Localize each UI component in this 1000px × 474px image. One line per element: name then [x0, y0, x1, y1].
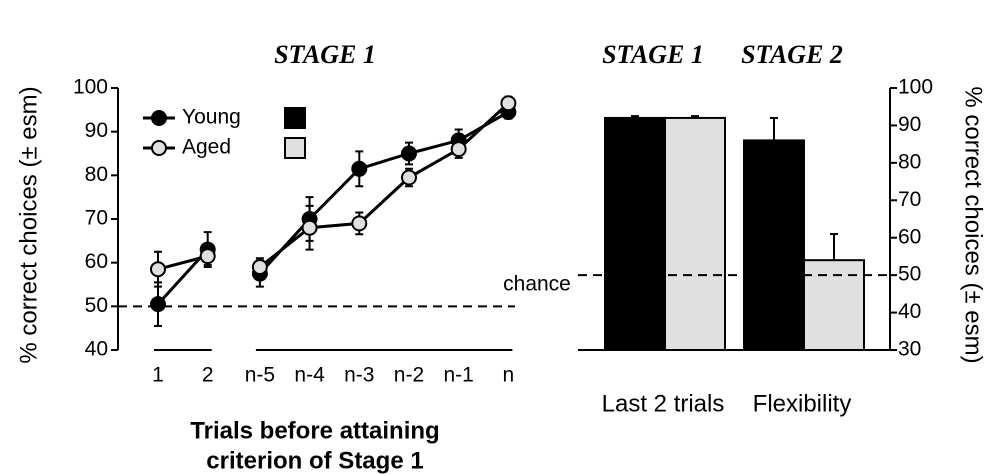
- marker: [450, 141, 467, 158]
- y-tick-label: 50: [898, 263, 921, 286]
- y-tick-label: 50: [85, 294, 108, 317]
- x-tick-label: Flexibility: [753, 390, 852, 417]
- marker: [351, 215, 368, 232]
- annotation: chance: [503, 273, 571, 296]
- x-axis-label: Trials before attaining: [190, 417, 439, 444]
- y-tick-label: 90: [898, 113, 921, 136]
- marker: [150, 261, 166, 278]
- y-axis-label: % correct choices (± esm): [960, 86, 987, 363]
- error-bar: [830, 232, 838, 261]
- y-tick-label: 30: [898, 338, 921, 361]
- marker: [301, 219, 318, 236]
- category-title: STAGE 2: [741, 40, 843, 69]
- legend-swatch: [284, 107, 306, 129]
- y-tick-label: 100: [898, 76, 933, 99]
- bar: [604, 116, 666, 351]
- x-tick-label: Last 2 trials: [602, 390, 725, 417]
- x-tick-label: 1: [152, 364, 164, 387]
- x-tick-label: 2: [202, 364, 214, 387]
- marker: [150, 296, 166, 313]
- x-tick-label: n-4: [294, 364, 325, 387]
- x-tick-label: n-3: [344, 364, 374, 387]
- category-title: STAGE 1: [602, 40, 704, 69]
- y-tick-label: 100: [73, 76, 108, 99]
- y-tick-label: 60: [898, 225, 921, 248]
- bar: [743, 139, 805, 351]
- legend-label: Aged: [182, 136, 231, 159]
- x-tick-label: n: [503, 364, 515, 387]
- legend-label: Young: [182, 106, 241, 129]
- y-tick-label: 70: [85, 207, 108, 230]
- x-axis-label: criterion of Stage 1: [206, 447, 423, 474]
- legend-marker: [151, 110, 167, 126]
- y-tick-label: 80: [898, 150, 921, 173]
- legend-marker: [151, 140, 167, 156]
- marker: [351, 160, 368, 177]
- y-tick-label: 70: [898, 188, 921, 211]
- marker: [400, 169, 417, 186]
- chart-title: STAGE 1: [274, 40, 376, 69]
- y-tick-label: 40: [85, 338, 108, 361]
- x-tick-label: n-5: [245, 364, 275, 387]
- marker: [251, 259, 268, 276]
- marker: [199, 248, 216, 265]
- y-tick-label: 90: [85, 119, 108, 142]
- y-tick-label: 80: [85, 163, 108, 186]
- bar: [664, 116, 726, 351]
- y-axis-label: % correct choices (± esm): [15, 86, 42, 363]
- series-line: [157, 102, 510, 271]
- x-tick-label: n-1: [444, 364, 474, 387]
- marker: [400, 145, 417, 162]
- legend-swatch: [284, 137, 306, 159]
- bar: [803, 259, 865, 351]
- marker: [500, 95, 517, 112]
- x-tick-label: n-2: [394, 364, 424, 387]
- y-tick-label: 60: [85, 250, 108, 273]
- error-bar: [770, 116, 778, 141]
- y-tick-label: 40: [898, 300, 921, 323]
